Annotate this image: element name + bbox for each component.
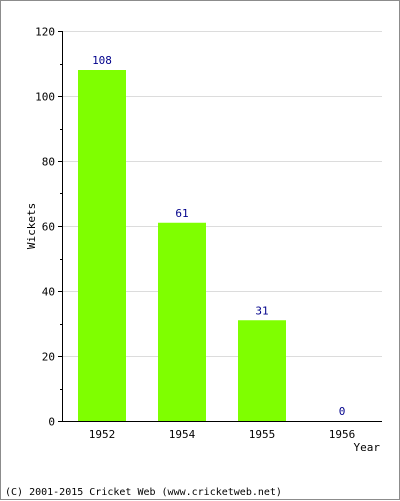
- x-tick-label: 1955: [249, 428, 276, 441]
- data-label: 61: [175, 207, 188, 220]
- copyright-footer: (C) 2001-2015 Cricket Web (www.cricketwe…: [5, 487, 282, 498]
- bar: [78, 70, 126, 421]
- x-tick-label: 1952: [89, 428, 116, 441]
- y-tick-label: 0: [48, 416, 55, 429]
- data-label: 0: [339, 405, 346, 418]
- x-tick-label: 1956: [329, 428, 356, 441]
- x-tick-label: 1954: [169, 428, 196, 441]
- y-tick-label: 40: [42, 286, 55, 299]
- axes: [58, 31, 382, 422]
- bar: [238, 320, 286, 421]
- x-axis-label: Year: [354, 441, 381, 454]
- bar: [158, 222, 206, 421]
- y-axis-label: Wickets: [25, 203, 38, 249]
- data-label: 31: [255, 304, 268, 317]
- y-tick-label: 20: [42, 351, 55, 364]
- y-tick-label: 80: [42, 156, 55, 169]
- labels: 0 20 40 60 80 100 120 108 1952 61 1954 31 1955 0 1956: [35, 26, 355, 442]
- bars: [78, 70, 286, 421]
- y-tick-label: 100: [35, 91, 55, 104]
- y-tick-label: 120: [35, 26, 55, 39]
- data-label: 108: [92, 54, 112, 67]
- y-tick-label: 60: [42, 221, 55, 234]
